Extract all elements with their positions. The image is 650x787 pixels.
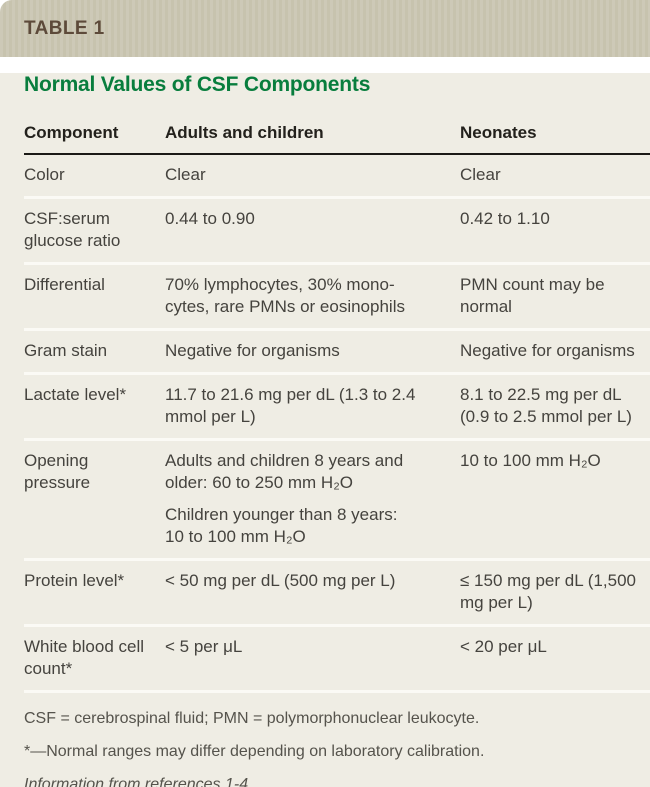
cell-neonates: Negative for organisms xyxy=(460,331,650,372)
cell-component: Opening pressure xyxy=(24,441,165,558)
cell-component: Color xyxy=(24,155,165,196)
table-row: CSF:serum glucose ratio 0.44 to 0.90 0.42 … xyxy=(24,199,650,265)
cell-adults-children: 0.44 to 0.90 xyxy=(165,199,460,262)
cell-component: Protein level* xyxy=(24,561,165,624)
cell-component-text: Lactate level* xyxy=(24,385,127,404)
cell-adults-children-text: < 5 per μL xyxy=(165,637,243,656)
table-tag-bar: TABLE 1 xyxy=(0,0,650,57)
table-panel: Normal Values of CSF Components Componen… xyxy=(0,73,650,787)
table-row: Protein level* < 50 mg per dL (500 mg per… xyxy=(24,561,650,627)
cell-neonates: PMN count may be normal xyxy=(460,265,650,328)
cell-component: CSF:serum glucose ratio xyxy=(24,199,165,262)
column-header-adults-children: Adults and children xyxy=(165,123,324,142)
column-header-neonates: Neonates xyxy=(460,123,537,142)
cell-component: Differential xyxy=(24,265,165,328)
table-title: Normal Values of CSF Components xyxy=(24,73,371,96)
cell-neonates-text: PMN count may be normal xyxy=(460,275,605,316)
cell-component: Lactate level* xyxy=(24,375,165,438)
cell-adults-children-text: < 50 mg per dL (500 mg per L) xyxy=(165,571,396,590)
cell-adults-children: 70% lymphocytes, 30% mono­cytes, rare PM… xyxy=(165,265,460,328)
table-header-row: Component Adults and children Neonates xyxy=(24,111,650,155)
cell-component-text: Protein level* xyxy=(24,571,125,590)
table-row: Opening pressure Adults and children 8 ye… xyxy=(24,441,650,561)
cell-component-text: Gram stain xyxy=(24,341,108,360)
cell-component: White blood cell count* xyxy=(24,627,165,690)
footnote-abbreviations: CSF = cerebrospinal fluid; PMN = polymor… xyxy=(24,710,480,727)
cell-adults-children-text: 11.7 to 21.6 mg per dL (1.3 to 2.4 mmol … xyxy=(165,385,416,426)
footnote-asterisk: *—Normal ranges may differ depending on … xyxy=(24,743,485,760)
cell-adults-children: < 5 per μL xyxy=(165,627,460,690)
cell-component-text: Differential xyxy=(24,275,105,294)
cell-neonates: < 20 per μL xyxy=(460,627,650,690)
cell-neonates: ≤ 150 mg per dL (1,500 mg per L) xyxy=(460,561,650,624)
cell-neonates: 8.1 to 22.5 mg per dL (0.9 to 2.5 mmol p… xyxy=(460,375,650,438)
cell-neonates: 10 to 100 mm H₂O xyxy=(460,441,650,558)
table-row: Differential 70% lymphocytes, 30% mono­cy… xyxy=(24,265,650,331)
table-footnotes: CSF = cerebrospinal fluid; PMN = polymor… xyxy=(24,709,626,787)
cell-adults-children: Negative for organisms xyxy=(165,331,460,372)
csf-values-table: Component Adults and children Neonates C… xyxy=(24,111,650,693)
cell-adults-children: Clear xyxy=(165,155,460,196)
cell-neonates: 0.42 to 1.10 xyxy=(460,199,650,262)
cell-component-text: White blood cell count* xyxy=(24,637,145,678)
table-body: Color Clear Clear CSF:serum glucose ratio 0.… xyxy=(24,155,650,693)
footnote-source: Information from references 1-4. xyxy=(24,776,253,787)
table-row: Lactate level* 11.7 to 21.6 mg per dL (1.… xyxy=(24,375,650,441)
cell-adults-children-text: 70% lymphocytes, 30% mono­cytes, rare PM… xyxy=(165,275,405,316)
cell-adults-children: 11.7 to 21.6 mg per dL (1.3 to 2.4 mmol … xyxy=(165,375,460,438)
table-tag: TABLE 1 xyxy=(24,17,105,39)
cell-neonates: Clear xyxy=(460,155,650,196)
cell-neonates-text: Clear xyxy=(460,165,501,184)
cell-neonates-text: ≤ 150 mg per dL (1,500 mg per L) xyxy=(460,571,636,612)
column-header-component: Component xyxy=(24,123,119,142)
cell-adults-children: Adults and children 8 years and older: 6… xyxy=(165,441,460,558)
table-row: Color Clear Clear xyxy=(24,155,650,199)
cell-adults-children-text: 0.44 to 0.90 xyxy=(165,209,255,228)
cell-adults-children: < 50 mg per dL (500 mg per L) xyxy=(165,561,460,624)
cell-adults-children-text: Children younger than 8 years: 10 to 100… xyxy=(165,505,398,546)
cell-neonates-text: 10 to 100 mm H₂O xyxy=(460,451,601,470)
cell-component: Gram stain xyxy=(24,331,165,372)
cell-component-text: CSF:serum glucose ratio xyxy=(24,209,121,250)
cell-neonates-text: 0.42 to 1.10 xyxy=(460,209,550,228)
cell-component-text: Opening pressure xyxy=(24,451,91,492)
table-row: Gram stain Negative for organisms Negative… xyxy=(24,331,650,375)
cell-neonates-text: 8.1 to 22.5 mg per dL (0.9 to 2.5 mmol p… xyxy=(460,385,632,426)
cell-neonates-text: < 20 per μL xyxy=(460,637,547,656)
cell-adults-children-text: Negative for organisms xyxy=(165,341,340,360)
table-row: White blood cell count* < 5 per μL < 20 pe… xyxy=(24,627,650,693)
cell-adults-children-text: Adults and children 8 years and older: 6… xyxy=(165,451,404,492)
cell-component-text: Color xyxy=(24,165,65,184)
cell-adults-children-text: Clear xyxy=(165,165,206,184)
cell-neonates-text: Negative for organisms xyxy=(460,341,635,360)
